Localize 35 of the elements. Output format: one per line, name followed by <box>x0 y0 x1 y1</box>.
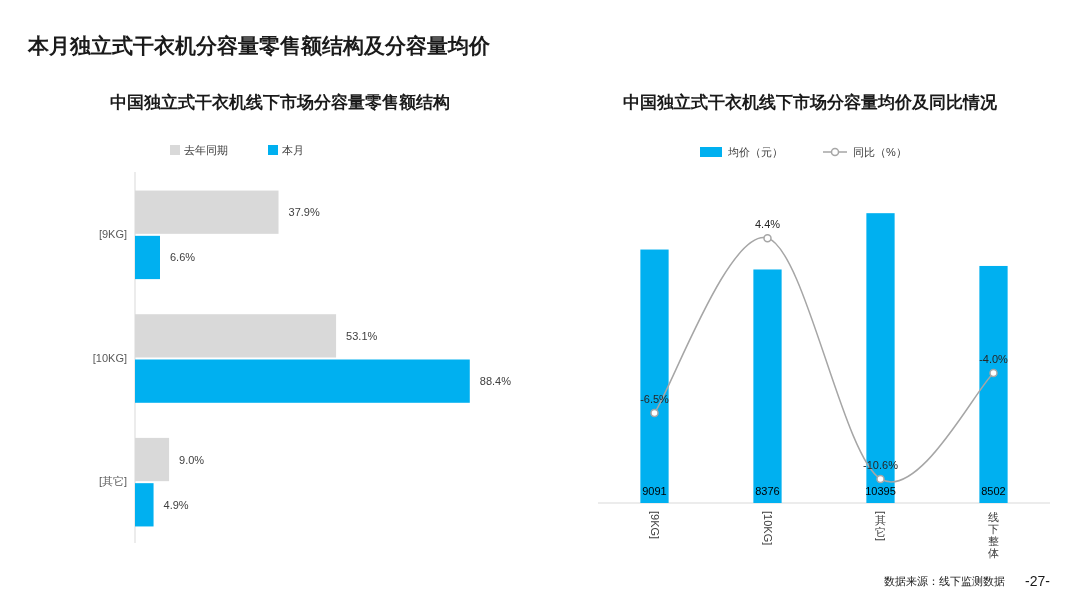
legend-label: 去年同期 <box>184 144 228 156</box>
y-tick-label: [9KG] <box>98 227 127 240</box>
point <box>876 474 885 484</box>
data-label: 4.4% <box>754 218 781 231</box>
data-label: 37.9% <box>288 206 320 219</box>
bar <box>135 483 154 527</box>
bar <box>753 269 782 503</box>
point <box>650 408 659 418</box>
data-label: 4.9% <box>163 498 189 511</box>
chart-title: 中国独立式干衣机线下市场分容量均价及同比情况 <box>623 93 998 112</box>
data-label: 53.1% <box>346 329 378 342</box>
y-tick-label: [10KG] <box>92 351 127 364</box>
point <box>989 368 998 378</box>
chart-title: 中国独立式干衣机线下市场分容量零售额结构 <box>110 93 450 112</box>
legend-label: 同比（%） <box>853 146 907 158</box>
data-label: 6.6% <box>170 251 196 264</box>
data-label: 88.4% <box>479 375 512 388</box>
data-label: 8502 <box>981 485 1006 497</box>
x-tick-label: [其它] <box>874 511 887 542</box>
text: 本月独立式干衣机分容量零售额结构及分容量均价 <box>27 34 491 57</box>
data-label: -4.0% <box>979 352 1009 365</box>
bar <box>979 265 1008 503</box>
x-tick-label: 线下整体 <box>988 511 999 559</box>
bar <box>135 359 470 403</box>
bar <box>135 235 160 280</box>
point <box>763 233 772 243</box>
data-label: 9091 <box>642 485 667 497</box>
legend-label: 本月 <box>282 144 304 156</box>
legend-label: 均价（元） <box>727 146 783 158</box>
y-tick-label: [其它] <box>98 475 127 488</box>
text: -27- <box>1025 573 1051 589</box>
data-label: 8376 <box>755 485 780 497</box>
bar <box>640 249 669 503</box>
source-note: 数据来源：线下监测数据 <box>884 575 1005 587</box>
data-label: 9.0% <box>179 453 205 466</box>
